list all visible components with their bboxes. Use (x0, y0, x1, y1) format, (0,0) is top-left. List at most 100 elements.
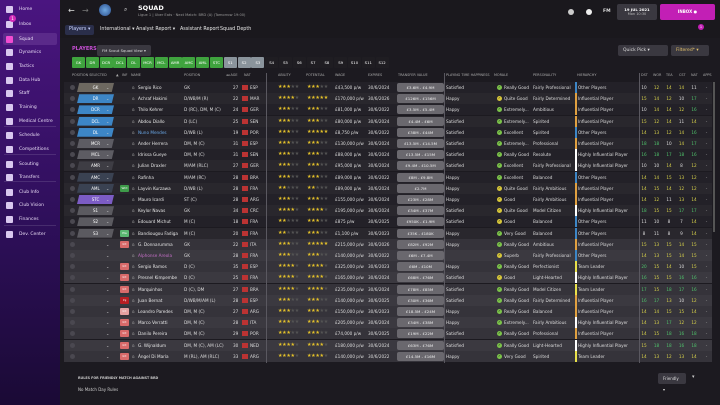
select-radio[interactable] (70, 129, 75, 135)
player-name[interactable]: Idrissa Gueye (138, 152, 167, 158)
table-row[interactable]: STC ⌄ ⍝ Mauro Icardi ST (C) 28 ARG ★★★★★ ★★★★★ £1… (64, 194, 712, 205)
position-tab-s7[interactable]: S7 (306, 57, 320, 68)
position-selector[interactable]: DCR (77, 105, 114, 115)
column-header-[interactable]: ▲ (116, 73, 119, 77)
column-header-nat[interactable]: Nat (244, 73, 251, 77)
position-tab-s5[interactable]: S5 (279, 57, 292, 68)
sidebar-item-schedule[interactable]: Schedule (3, 129, 57, 141)
select-radio[interactable] (70, 219, 75, 225)
player-name[interactable]: Ángel Di María (138, 353, 169, 359)
column-header-tea[interactable]: Tea (666, 73, 673, 77)
chevron-down-icon[interactable]: ⌄ (106, 286, 110, 292)
player-name[interactable]: Danilo Pereira (138, 331, 168, 337)
position-selector[interactable]: AMR (77, 161, 114, 171)
position-tab-s6[interactable]: S6 (292, 57, 306, 68)
select-radio[interactable] (70, 331, 75, 337)
player-name[interactable]: Edouard Michut (138, 219, 171, 225)
column-header-age[interactable]: ◂◂ Age (226, 73, 238, 77)
table-row[interactable]: DCR ⌄ ⍝ Thilo Kehrer D (RC), DM, M (C) 24 GER ★… (64, 104, 712, 116)
position-tab-gk[interactable]: GK (72, 57, 85, 68)
column-header-nat[interactable]: Nat (691, 73, 698, 77)
select-radio[interactable] (70, 286, 75, 292)
column-header-position-selected[interactable]: Position Selected (72, 73, 107, 77)
column-header-position[interactable]: Position (184, 73, 201, 77)
sidebar-item-transfers[interactable]: Transfers (3, 171, 57, 183)
select-radio[interactable] (70, 241, 75, 247)
position-selector[interactable]: MCR (77, 139, 114, 148)
help-icon[interactable] (586, 9, 592, 15)
scrollbar[interactable] (713, 82, 715, 232)
position-tab-s11[interactable]: S11 (361, 57, 375, 68)
position-tab-aml[interactable]: AML (196, 57, 210, 68)
match-type-dropdown[interactable]: Friendly ▾ (658, 373, 686, 392)
player-name[interactable]: Mauro Icardi (138, 197, 164, 202)
position-selector[interactable]: MCL (77, 150, 114, 160)
chevron-down-icon[interactable]: ⌄ (106, 297, 110, 303)
select-radio[interactable] (70, 96, 75, 102)
player-name[interactable]: Julian Draxler (138, 163, 167, 169)
select-radio[interactable] (70, 185, 75, 191)
sidebar-item-tactics[interactable]: Tactics (3, 60, 57, 72)
table-row[interactable]: ⌄ Inj ⍝ Juan Bernat D/WB/M/AM (L) 28 ESP ★★★★★ ★… (64, 294, 712, 306)
player-name[interactable]: Marquinhos (138, 286, 163, 292)
position-tab-dcr[interactable]: DCR (99, 57, 113, 68)
select-radio[interactable] (70, 197, 75, 202)
settings-icon[interactable] (568, 9, 574, 15)
chevron-down-icon[interactable]: ⌄ (106, 96, 110, 102)
table-row[interactable]: ⌄ Int ⍝ Marquinhos D (C), DM 27 BRA ★★★★★ ★★★★★ £… (64, 283, 712, 295)
table-row[interactable]: ⌄ Int ⍝ G. Donnarumma GK 22 ITA ★★★★★ ★★★★★ £215,… (64, 238, 712, 250)
nav-tab-international[interactable]: International ▾ (100, 27, 135, 32)
column-header-ability[interactable]: Ability (278, 73, 291, 77)
chevron-down-icon[interactable]: ⌄ (106, 107, 110, 113)
sidebar-item-training[interactable]: Training (3, 101, 57, 113)
column-header-morale[interactable]: Morale (494, 73, 509, 77)
table-row[interactable]: ⌄ Int ⍝ Presnel Kimpembe D (C) 25 FRA ★★★★★ ★★★★… (64, 272, 712, 284)
column-header-expires[interactable]: Expires (368, 73, 383, 77)
select-radio[interactable] (70, 253, 75, 258)
select-radio[interactable] (70, 85, 75, 90)
table-row[interactable]: ⌄ Int ⍝ Leandro Paredes DM, M (C) 27 ARG ★★★★★ ★… (64, 306, 712, 317)
table-row[interactable]: MCR ⌄ ⍝ Ander Herrera DM, M (C) 31 ESP ★★★★★ ★★★… (64, 138, 712, 149)
sidebar-item-inbox[interactable]: Inbox 1 (3, 15, 57, 30)
select-radio[interactable] (70, 297, 75, 303)
select-radio[interactable] (70, 230, 75, 236)
player-name[interactable]: Ander Herrera (138, 141, 168, 146)
column-header-potential[interactable]: Potential (306, 73, 325, 77)
chevron-down-icon[interactable]: ⌄ (106, 129, 110, 135)
position-tab-s4[interactable]: S4 (265, 57, 279, 68)
inbox-button[interactable]: INBOX ● (660, 4, 715, 20)
position-selector[interactable]: S2 (77, 217, 114, 227)
chevron-down-icon[interactable]: ⌄ (106, 342, 110, 348)
sidebar-item-club-info[interactable]: Club Info (3, 186, 57, 198)
chevron-down-icon[interactable]: ⌄ (106, 85, 110, 90)
chevron-down-icon[interactable]: ⌄ (106, 331, 110, 337)
player-name[interactable]: Marco Verratti (138, 320, 168, 326)
player-name[interactable]: Rafinha (138, 174, 154, 180)
position-selector[interactable]: DR (77, 94, 114, 104)
sidebar-item-finances[interactable]: Finances (3, 213, 57, 225)
player-name[interactable]: Thilo Kehrer (138, 107, 164, 113)
fm-menu-button[interactable]: FM (603, 9, 611, 14)
player-name[interactable]: Bandiougou Fadiga (138, 230, 178, 236)
player-name[interactable]: Keylor Navas (138, 208, 166, 214)
chevron-down-icon[interactable]: ⌄ (106, 264, 110, 270)
sidebar-item-data-hub[interactable]: Data Hub (3, 74, 57, 86)
select-radio[interactable] (70, 152, 75, 158)
select-radio[interactable] (70, 141, 75, 146)
sidebar-item-medical-centre[interactable]: Medical Centre (3, 115, 57, 127)
position-tab-stc[interactable]: STC (210, 57, 223, 68)
player-name[interactable]: G. Donnarumma (138, 241, 173, 247)
club-badge-icon[interactable] (99, 4, 111, 16)
chevron-down-icon[interactable]: ⌄ (106, 152, 110, 158)
column-header-hierarchy[interactable]: Hierarchy (577, 73, 597, 77)
chevron-down-icon[interactable]: ⌄ (106, 163, 110, 169)
position-selector[interactable]: GK (77, 83, 114, 92)
position-tab-mcl[interactable]: MCL (154, 57, 168, 68)
player-name[interactable]: Sergio Rico (138, 85, 162, 90)
player-name[interactable]: Sergio Ramos (138, 264, 167, 270)
select-radio[interactable] (70, 118, 75, 124)
select-radio[interactable] (70, 353, 75, 359)
chevron-down-icon[interactable]: ⌄ (106, 253, 110, 258)
position-tab-mcr[interactable]: MCR (141, 57, 154, 68)
sidebar-item-dev-center[interactable]: Dev. Center (3, 228, 57, 240)
